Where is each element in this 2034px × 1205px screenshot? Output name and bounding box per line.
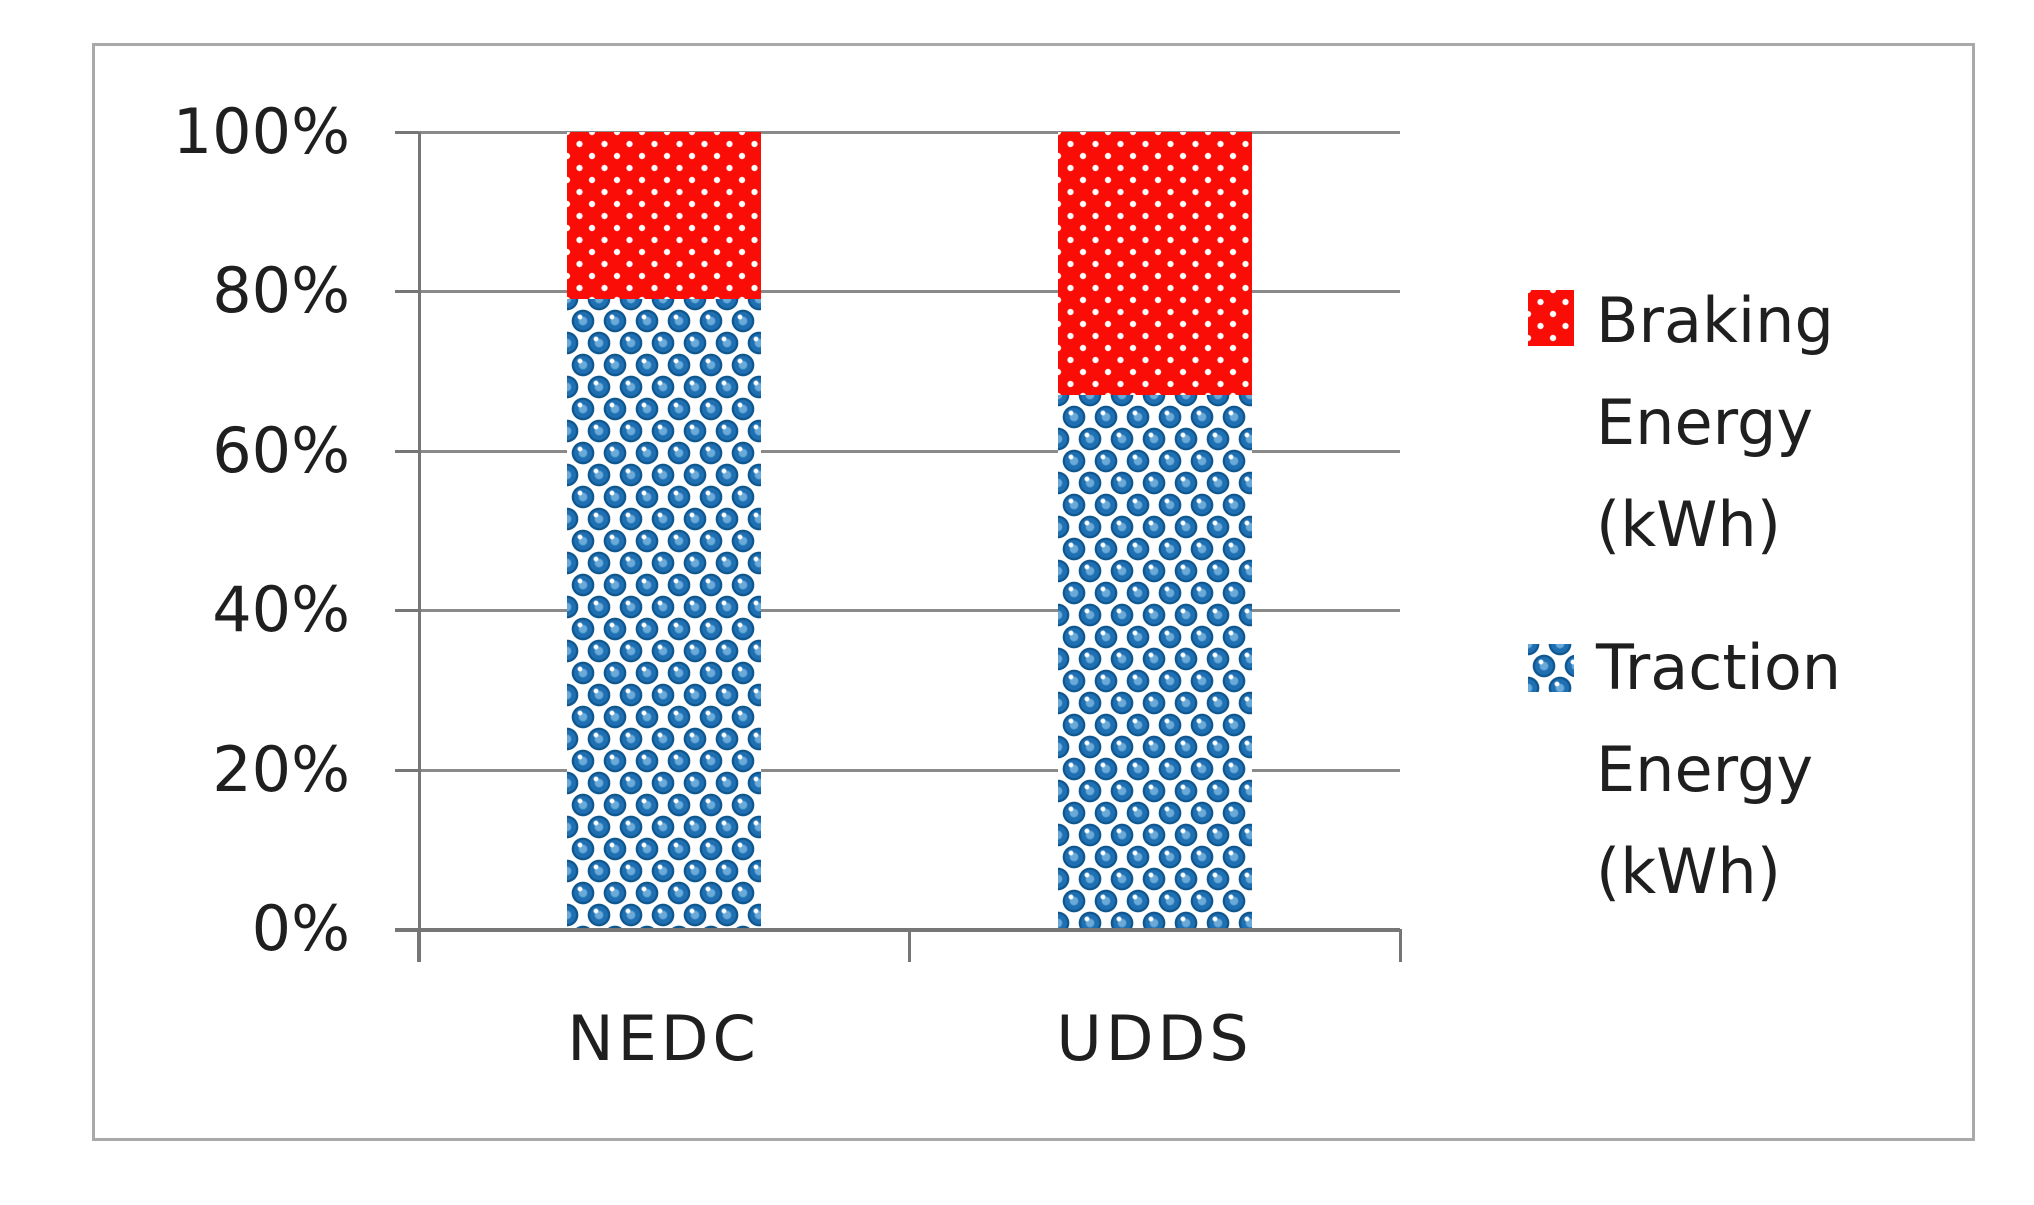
x-axis-line: [395, 928, 1400, 932]
legend-label-braking: Braking Energy (kWh): [1596, 284, 1834, 561]
y-axis-tick: [395, 768, 418, 772]
y-axis-line: [418, 132, 421, 962]
bar-segment-traction-nedc: [566, 299, 761, 929]
x-axis-label-udds: UDDS: [1056, 1002, 1253, 1075]
gridline: [418, 131, 1400, 134]
x-axis-tick: [417, 929, 420, 962]
x-axis-tick: [908, 929, 911, 962]
x-axis-label-nedc: NEDC: [567, 1002, 760, 1075]
y-axis-tick: [395, 290, 418, 294]
y-axis-label: 100%: [172, 95, 350, 168]
x-axis-tick: [1399, 929, 1402, 962]
y-axis-label: 0%: [251, 892, 350, 965]
y-axis-tick: [395, 609, 418, 613]
y-axis-label: 80%: [212, 254, 350, 328]
bar-segment-braking-udds: [1057, 132, 1252, 395]
gridline: [418, 609, 1400, 613]
legend-swatch-traction-icon: [1528, 644, 1574, 692]
bar-segment-traction-udds: [1057, 395, 1252, 929]
legend-label-traction: Traction Energy (kWh): [1596, 631, 1842, 908]
y-axis-label: 40%: [212, 573, 350, 647]
gridline: [418, 768, 1400, 772]
chart-border: [92, 43, 1975, 1141]
legend-swatch-braking-icon: [1528, 290, 1574, 346]
gridline: [418, 449, 1400, 453]
bar-segment-braking-nedc: [566, 132, 761, 300]
gridline: [418, 290, 1400, 294]
y-axis-tick: [395, 131, 418, 134]
y-axis-tick: [395, 449, 418, 453]
y-axis-label: 20%: [212, 732, 350, 806]
y-axis-label: 60%: [212, 413, 350, 487]
